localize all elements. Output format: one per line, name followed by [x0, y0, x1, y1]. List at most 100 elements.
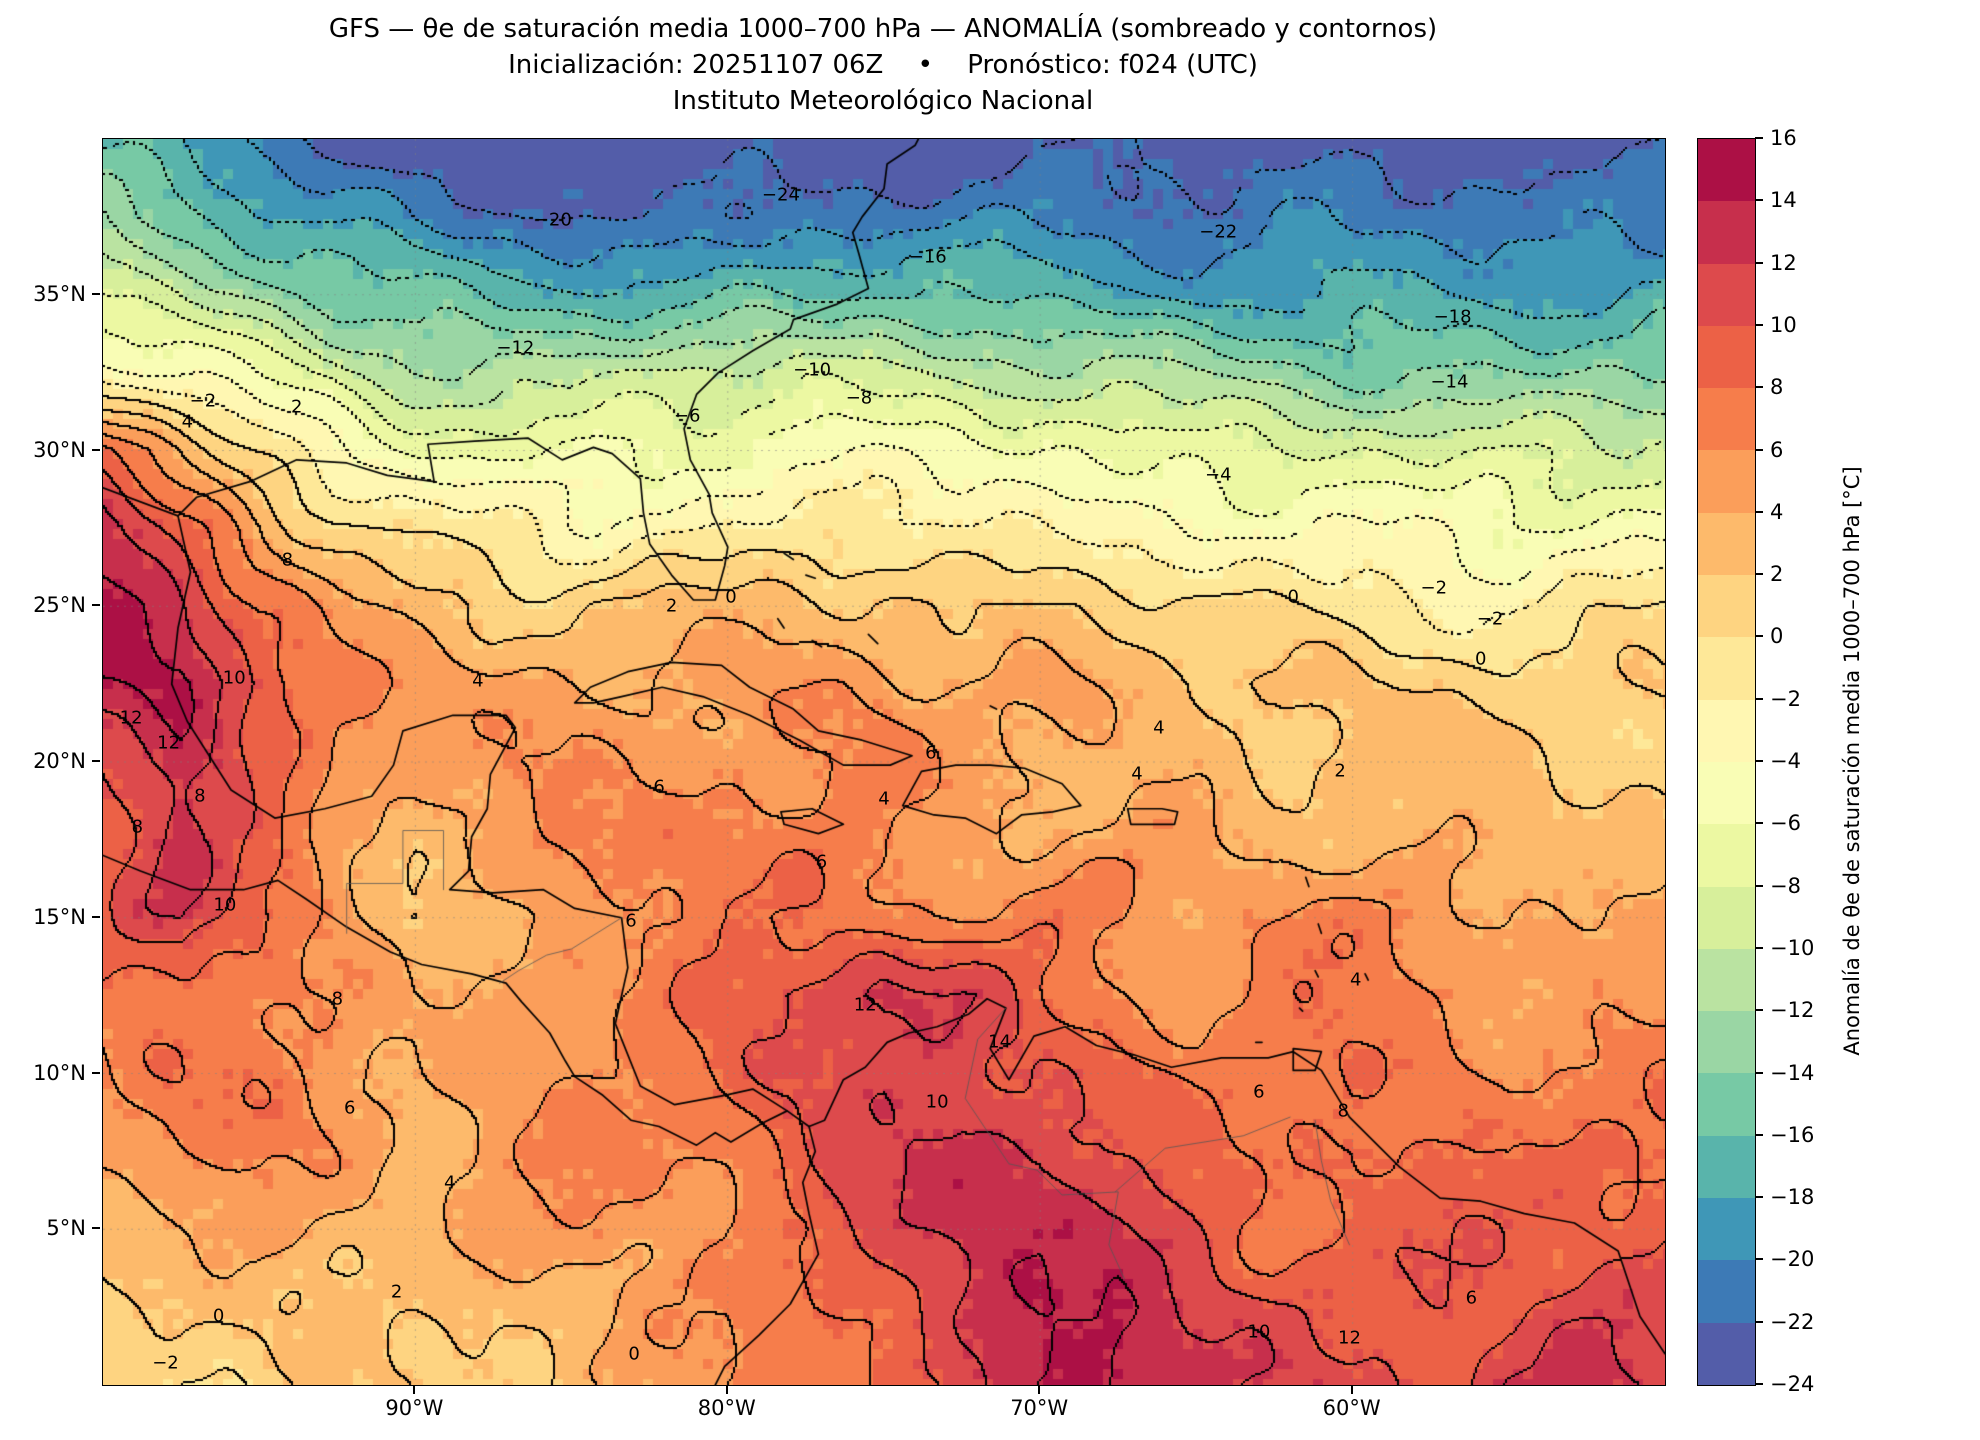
colorbar-axis-label: Anomalía de θe de saturación media 1000–… — [1840, 466, 1864, 1056]
contour-label: −22 — [1199, 221, 1238, 243]
colorbar-band — [1698, 1322, 1755, 1385]
colorbar-band — [1698, 263, 1755, 326]
contour-label: 8 — [281, 549, 294, 571]
y-tick-label: 25°N — [33, 593, 86, 618]
contour-label: 6 — [1465, 1287, 1478, 1309]
coastline-overlay-canvas — [103, 139, 1665, 1385]
y-tick-label: 35°N — [33, 281, 86, 306]
contour-label: 12 — [853, 994, 877, 1016]
x-tick-label: 90°W — [385, 1396, 444, 1420]
contour-label: 0 — [212, 1305, 225, 1327]
colorbar-tick-label: 2 — [1770, 562, 1784, 587]
colorbar-tick-label: −18 — [1770, 1185, 1815, 1210]
colorbar-band — [1698, 699, 1755, 762]
colorbar-band — [1698, 575, 1755, 638]
contour-label: 6 — [625, 910, 637, 932]
contour-label: 4 — [878, 788, 890, 810]
axis-tick-mark — [1350, 1386, 1353, 1394]
colorbar-tick-label: 8 — [1770, 375, 1784, 400]
colorbar-band — [1698, 201, 1755, 264]
colorbar-band — [1698, 512, 1755, 576]
colorbar-tick-label: 16 — [1770, 126, 1797, 150]
colorbar — [1697, 138, 1756, 1386]
contour-label: 4 — [444, 1172, 456, 1194]
contour-label: 4 — [1349, 969, 1362, 991]
colorbar-band — [1698, 1073, 1755, 1136]
y-tick-label: 20°N — [33, 749, 86, 773]
contour-label: 12 — [1338, 1327, 1361, 1349]
axis-tick-mark — [725, 1386, 728, 1394]
contour-label: 0 — [1287, 586, 1299, 608]
colorbar-tick-mark — [1755, 137, 1763, 139]
contour-label: 2 — [665, 595, 678, 617]
contour-label: 6 — [1253, 1081, 1265, 1103]
colorbar-band — [1698, 450, 1755, 513]
contour-label: 8 — [131, 816, 144, 838]
contour-label: 8 — [331, 988, 344, 1010]
colorbar-tick-label: −10 — [1770, 935, 1815, 960]
colorbar-tick-label: −8 — [1770, 873, 1801, 898]
contour-label: −18 — [1433, 306, 1472, 328]
colorbar-band — [1698, 948, 1755, 1012]
colorbar-tick-label: 12 — [1770, 250, 1797, 275]
colorbar-band — [1698, 1260, 1755, 1323]
x-tick-label: 70°W — [1010, 1396, 1069, 1420]
colorbar-tick-mark — [1755, 1009, 1763, 1012]
map-plot-area: −24 −20 −22 −16 −18 −12 −14 −10 −8 −6 −2 4 2 −4 8 10 12 8… — [102, 138, 1666, 1386]
y-tick-label: 30°N — [33, 437, 86, 462]
chart-subtitle: Inicialización: 20251107 06Z • Pronóstic… — [508, 50, 1258, 80]
colorbar-band — [1698, 761, 1755, 825]
colorbar-tick-label: −20 — [1770, 1247, 1815, 1272]
contour-label: 10 — [213, 894, 237, 916]
colorbar-band — [1698, 325, 1755, 389]
axis-tick-mark — [413, 1386, 416, 1394]
axis-tick-mark — [92, 1227, 100, 1230]
contour-label: 8 — [1337, 1100, 1349, 1122]
colorbar-tick-label: 4 — [1770, 499, 1784, 524]
contour-label: −10 — [793, 359, 832, 380]
colorbar-tick-label: −14 — [1770, 1060, 1815, 1085]
colorbar-tick-label: −22 — [1770, 1309, 1815, 1334]
colorbar-tick-mark — [1755, 1258, 1763, 1261]
contour-label: −24 — [761, 184, 800, 206]
colorbar-tick-label: −2 — [1770, 686, 1801, 711]
axis-tick-mark — [92, 760, 100, 762]
colorbar-band — [1698, 824, 1755, 887]
contour-label: 6 — [344, 1097, 356, 1119]
contour-label: 2 — [1334, 760, 1346, 782]
contour-label: 4 — [181, 411, 194, 433]
colorbar-band — [1698, 1198, 1755, 1261]
colorbar-tick-mark — [1755, 573, 1763, 576]
y-tick-label: 5°N — [46, 1216, 86, 1241]
colorbar-tick-label: 6 — [1770, 437, 1784, 462]
contour-label: 2 — [390, 1281, 403, 1303]
contour-label: 4 — [1131, 763, 1143, 785]
contour-label: 4 — [472, 670, 484, 692]
colorbar-band — [1698, 886, 1755, 949]
colorbar-band — [1698, 388, 1755, 451]
colorbar-tick-mark — [1755, 697, 1763, 700]
contour-label: 0 — [725, 586, 737, 608]
colorbar-tick-mark — [1755, 635, 1763, 638]
contour-labels-layer: −24 −20 −22 −16 −18 −12 −14 −10 −8 −6 −2 4 2 −4 8 10 12 8… — [103, 139, 1665, 1385]
contour-label: 10 — [925, 1091, 949, 1113]
contour-label: 6 — [925, 742, 937, 764]
contour-label: 12 — [157, 732, 181, 754]
contour-label: 8 — [194, 785, 206, 807]
colorbar-tick-mark — [1755, 510, 1763, 513]
colorbar-tick-label: −12 — [1770, 998, 1815, 1023]
x-tick-label: 80°W — [697, 1396, 756, 1420]
x-tick-label: 60°W — [1322, 1396, 1381, 1420]
contour-label: −4 — [1204, 464, 1232, 486]
contour-label: 6 — [653, 776, 665, 798]
colorbar-tick-label: 10 — [1770, 312, 1797, 337]
colorbar-tick-mark — [1755, 822, 1763, 825]
axis-tick-mark — [92, 448, 100, 451]
contour-label: 10 — [222, 667, 246, 689]
colorbar-tick-mark — [1755, 1320, 1763, 1323]
colorbar-band — [1698, 1135, 1755, 1199]
colorbar-band — [1698, 1011, 1755, 1074]
contour-label: −8 — [845, 387, 873, 409]
axis-tick-mark — [92, 915, 100, 918]
